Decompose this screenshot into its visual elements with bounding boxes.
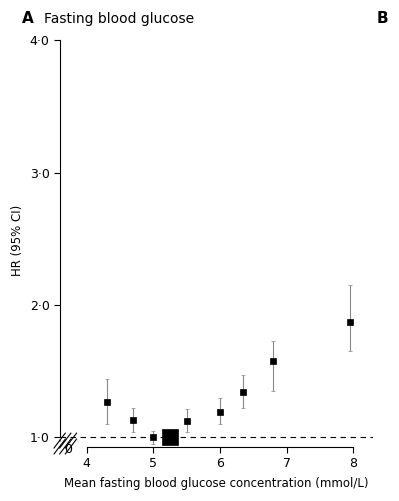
Text: Fasting blood glucose: Fasting blood glucose — [44, 12, 194, 26]
Y-axis label: HR (95% CI): HR (95% CI) — [11, 204, 24, 276]
Text: 0: 0 — [64, 442, 72, 455]
X-axis label: Mean fasting blood glucose concentration (mmol/L): Mean fasting blood glucose concentration… — [64, 477, 369, 490]
Text: A: A — [22, 11, 34, 26]
Text: B: B — [376, 11, 388, 26]
